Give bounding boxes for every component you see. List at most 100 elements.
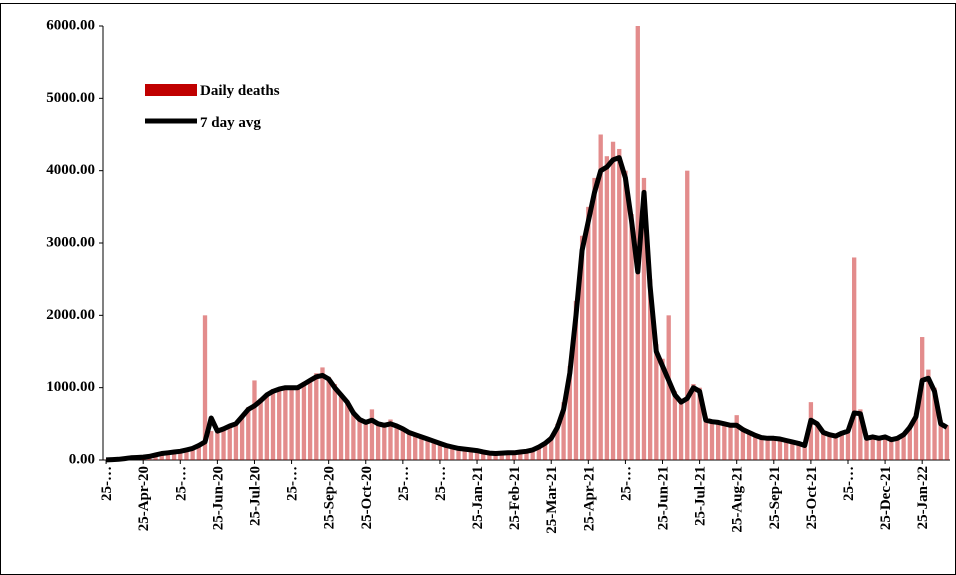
bar [443, 444, 449, 460]
bar [796, 441, 801, 460]
bar [827, 433, 832, 460]
bar [178, 450, 183, 460]
bar [258, 398, 263, 460]
bar [252, 380, 257, 460]
bar [425, 438, 430, 460]
bar [184, 449, 189, 460]
x-tick-label: 25-… [285, 466, 301, 501]
bar [499, 452, 504, 460]
x-tick-label: 25-Sep-21 [767, 466, 783, 529]
bar [487, 452, 492, 460]
bar [660, 358, 665, 460]
bar [814, 422, 820, 460]
bar [604, 156, 610, 460]
bar [901, 433, 906, 460]
x-tick-label: 25-… [433, 466, 449, 501]
bar [697, 387, 702, 460]
bar [870, 435, 875, 460]
bar [777, 437, 783, 460]
y-tick-label: 2000.00 [46, 307, 95, 323]
bar [753, 433, 758, 460]
y-tick-label: 6000.00 [46, 17, 95, 33]
bar [586, 206, 591, 460]
bar [790, 440, 795, 460]
bar [307, 378, 313, 460]
x-tick-label: 25-… [99, 466, 115, 501]
bar [419, 436, 424, 460]
x-tick-label: 25-Mar-21 [544, 466, 560, 534]
avg-line [105, 155, 949, 463]
bar [920, 337, 925, 460]
bar [938, 420, 943, 460]
bar [641, 177, 647, 460]
bar [363, 420, 368, 460]
bar [326, 376, 331, 460]
bar [165, 452, 171, 460]
x-tick-label: 25-Oct-21 [804, 466, 820, 529]
bar [462, 448, 467, 460]
bar [209, 431, 214, 460]
bar [345, 400, 350, 460]
bar [536, 446, 542, 460]
x-tick-label: 25-… [396, 466, 412, 501]
bar [864, 436, 869, 460]
bar [666, 315, 671, 460]
bar [740, 427, 746, 460]
bar [542, 441, 548, 460]
bar [283, 386, 288, 460]
bar [610, 141, 616, 460]
bar [573, 300, 579, 460]
bar [481, 451, 486, 460]
bar [202, 315, 208, 460]
bar [678, 398, 684, 460]
y-tick-label: 4000.00 [46, 162, 95, 178]
bar [895, 436, 900, 460]
bar [270, 389, 276, 460]
bar [734, 415, 739, 460]
x-tick-label: 25-Oct-20 [359, 466, 375, 529]
bar [394, 424, 399, 460]
bar [295, 387, 300, 460]
bar [845, 429, 851, 460]
bar [821, 431, 826, 460]
x-tick-label: 25-Jul-21 [693, 466, 709, 526]
bar [759, 436, 764, 460]
x-tick-label: 25-… [618, 466, 634, 501]
bar [159, 453, 164, 460]
bar [357, 418, 362, 460]
bar [623, 170, 628, 460]
bar [530, 449, 535, 460]
bar [703, 416, 708, 460]
bar [431, 440, 436, 460]
bar [561, 402, 566, 460]
bar [233, 422, 239, 460]
bar [289, 385, 294, 460]
bar [852, 257, 857, 460]
bar [709, 419, 715, 460]
y-tick-label: 3000.00 [46, 234, 95, 250]
bar [932, 387, 937, 460]
bar [215, 429, 220, 460]
bar [171, 451, 177, 460]
y-tick-label: 1000.00 [46, 379, 95, 395]
bar [505, 452, 511, 460]
y-tick-label: 0.00 [69, 451, 95, 467]
bar [858, 409, 863, 460]
x-tick-label: 25-… [173, 466, 189, 501]
bar [629, 214, 634, 460]
bar [882, 435, 888, 460]
bar [549, 436, 554, 460]
bar [388, 419, 393, 460]
bar [369, 409, 375, 460]
bar [579, 235, 585, 460]
x-tick-label: 25-Apr-21 [581, 466, 597, 531]
bar [802, 444, 807, 460]
bar [382, 423, 387, 460]
bar [926, 369, 931, 460]
bar [876, 436, 882, 460]
bar [784, 439, 789, 460]
x-tick-label: 25-Jun-20 [210, 466, 226, 530]
bar [314, 373, 319, 460]
bar [672, 391, 678, 460]
